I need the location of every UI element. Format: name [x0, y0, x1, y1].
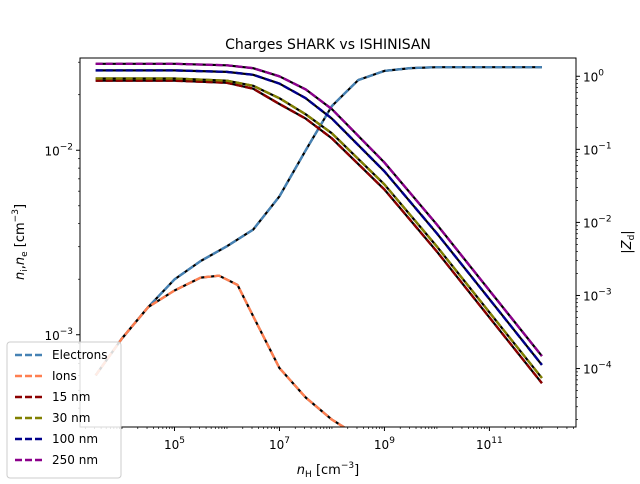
axes-frame — [79, 57, 577, 428]
x-axis-label: nH [cm−3] — [297, 461, 359, 480]
y-right-tick-label: 10−2 — [583, 214, 612, 230]
legend-label: Electrons — [52, 348, 107, 362]
legend-label: 100 nm — [52, 432, 98, 446]
x-axis: 105 107 109 1011 — [84, 427, 574, 452]
legend-label: 30 nm — [52, 411, 90, 425]
y-right-tick-label: 10−3 — [583, 287, 612, 303]
x-tick-label: 109 — [374, 436, 395, 452]
y-axis-left-label: ni,ne [cm−3] — [11, 204, 30, 280]
legend-label: 15 nm — [52, 390, 90, 404]
series-30-nm-line — [95, 77, 543, 379]
y-left-tick-label: 10−3 — [44, 327, 73, 343]
y-right-tick-label: 10−4 — [583, 361, 612, 377]
plot-area — [94, 62, 543, 427]
y-left-tick-label: 10−2 — [44, 142, 73, 158]
series-100-nm-line — [95, 69, 543, 366]
series-group — [94, 62, 543, 427]
legend: Electrons Ions 15 nm 30 nm 100 nm 250 nm — [6, 341, 122, 479]
chart-title: Charges SHARK vs ISHINISAN — [225, 37, 431, 53]
x-tick-label: 1011 — [476, 436, 503, 452]
series-15-nm-line — [95, 79, 543, 384]
series-250-nm-line — [95, 62, 543, 357]
series-ions-line — [94, 274, 346, 427]
x-tick-label: 105 — [164, 436, 185, 452]
y-axis-left: 10−2 10−3 — [44, 61, 80, 409]
legend-label: Ions — [52, 369, 77, 383]
legend-label: 250 nm — [52, 453, 98, 467]
y-axis-right: 100 10−1 10−2 10−3 10−4 — [576, 68, 612, 420]
x-tick-label: 107 — [269, 436, 290, 452]
y-right-tick-label: 10−1 — [583, 141, 612, 157]
series-electrons-line — [94, 65, 542, 376]
y-right-tick-label: 100 — [583, 68, 604, 84]
y-axis-right-label: |Zd| — [620, 230, 637, 253]
